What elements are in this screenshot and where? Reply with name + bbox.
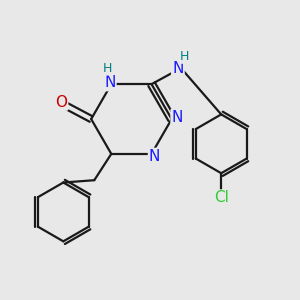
Text: N: N	[172, 110, 183, 125]
Text: O: O	[55, 94, 67, 110]
Text: H: H	[103, 61, 112, 75]
Text: Cl: Cl	[214, 190, 229, 206]
Text: N: N	[104, 75, 116, 90]
Text: H: H	[179, 50, 189, 63]
Text: N: N	[172, 61, 184, 76]
Text: N: N	[149, 149, 160, 164]
